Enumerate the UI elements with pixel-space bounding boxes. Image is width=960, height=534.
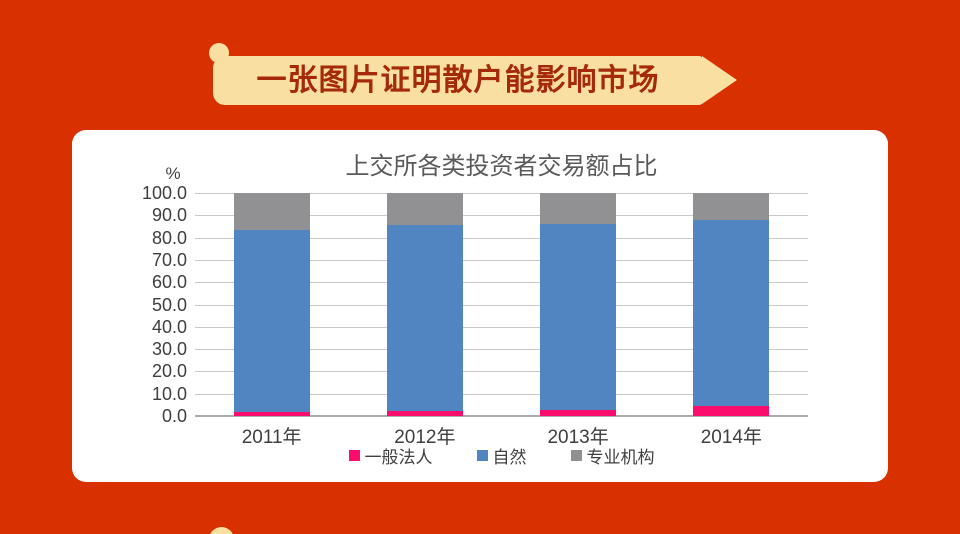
bar-segment-一般法人 <box>386 411 463 416</box>
legend-swatch <box>570 450 582 461</box>
chart-title: 上交所各类投资者交易额占比 <box>345 153 658 180</box>
slide-title: 一张图片证明散户能影响市场 <box>256 64 660 97</box>
bar-segment-专业机构 <box>386 193 463 225</box>
legend-item-一般法人: 一般法人 <box>348 443 433 468</box>
gridline <box>195 193 808 194</box>
y-tick-label: 50.0 <box>151 294 187 315</box>
bar-segment-一般法人 <box>233 411 310 416</box>
y-tick-label: 10.0 <box>151 383 187 404</box>
bar-segment-专业机构 <box>540 193 617 225</box>
bar-segment-一般法人 <box>693 406 770 416</box>
legend-label: 自然 <box>492 448 527 467</box>
bar-2011年 <box>233 193 310 416</box>
chart-card: 上交所各类投资者交易额占比 % 一般法人 自然 专业机构 100.0 90.0 80.0… <box>72 130 888 482</box>
y-tick-label: 100.0 <box>141 183 187 203</box>
legend-swatch <box>348 450 360 461</box>
bar-2014年 <box>693 193 770 416</box>
y-tick-label: 30.0 <box>151 339 187 360</box>
gridline <box>195 393 808 395</box>
gridline <box>195 371 808 373</box>
banner-arrow-point <box>702 56 737 104</box>
y-tick-label: 80.0 <box>151 227 187 248</box>
gridline <box>195 215 808 217</box>
bar-segment-自然 <box>233 230 310 412</box>
x-tick-label: 2012年 <box>394 427 456 448</box>
y-tick-label: 20.0 <box>151 361 187 382</box>
y-axis-unit-label: % <box>165 164 181 183</box>
bar-segment-自然 <box>386 224 463 412</box>
bar-segment-自然 <box>540 224 617 411</box>
x-tick-label: 2011年 <box>241 427 302 448</box>
bar-segment-专业机构 <box>233 193 310 231</box>
bar-2013年 <box>540 193 617 416</box>
legend-item-专业机构: 专业机构 <box>570 443 655 468</box>
y-tick-label: 0.0 <box>161 406 187 426</box>
bar-segment-自然 <box>693 219 770 407</box>
legend: 一般法人 自然 专业机构 <box>195 443 808 468</box>
bar-segment-一般法人 <box>540 410 617 416</box>
bottom-accent-dot <box>209 527 234 534</box>
y-tick-label: 40.0 <box>151 316 187 337</box>
gridline <box>195 349 808 351</box>
y-tick-label: 60.0 <box>151 272 187 293</box>
legend-item-自然: 自然 <box>476 443 527 468</box>
y-tick-label: 70.0 <box>151 249 187 270</box>
legend-label: 一般法人 <box>364 448 433 467</box>
title-banner: 一张图片证明散户能影响市场 <box>213 56 703 105</box>
legend-label: 专业机构 <box>586 448 655 467</box>
x-tick-label: 2013年 <box>547 427 609 448</box>
x-tick-label: 2014年 <box>700 427 763 448</box>
y-tick-label: 90.0 <box>151 205 187 226</box>
x-axis-line <box>195 415 808 417</box>
gridline <box>195 259 808 261</box>
gridline <box>195 237 808 239</box>
gridline <box>195 304 808 306</box>
gridline <box>195 282 808 284</box>
legend-swatch <box>476 450 488 461</box>
gridline <box>195 326 808 328</box>
bar-segment-专业机构 <box>693 193 770 220</box>
bar-2012年 <box>386 193 463 416</box>
